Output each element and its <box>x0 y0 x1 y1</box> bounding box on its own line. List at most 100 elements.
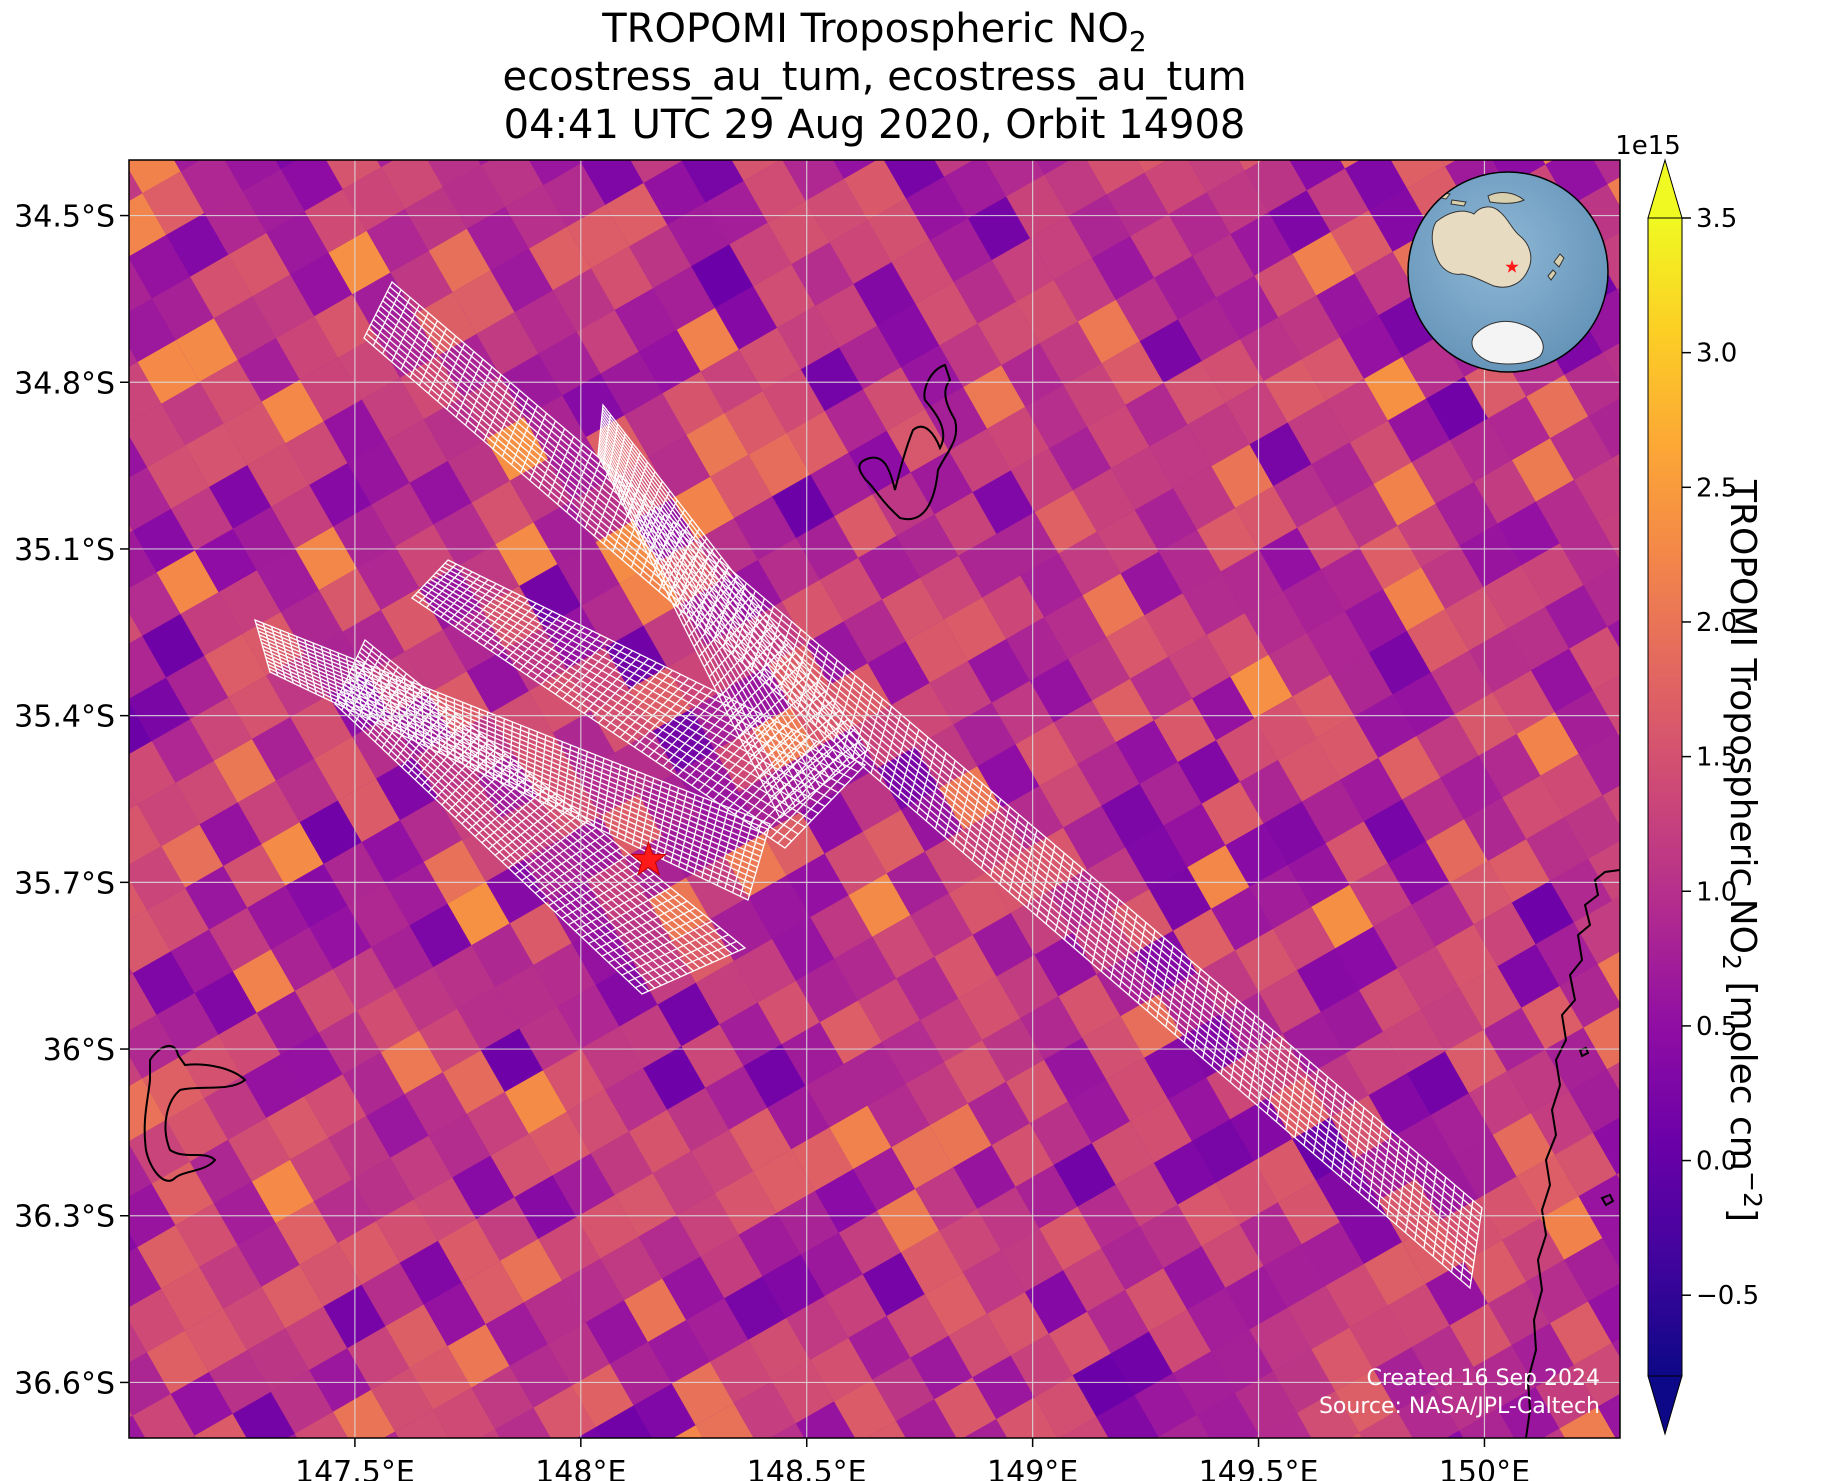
no2-pixel <box>1086 160 1145 195</box>
no2-pixel <box>371 925 434 989</box>
no2-pixel <box>147 887 209 952</box>
no2-pixel <box>1325 378 1388 443</box>
no2-pixel <box>129 966 133 976</box>
no2-pixel <box>1049 426 1112 491</box>
no2-pixel <box>777 305 840 370</box>
no2-pixel <box>881 1020 944 1084</box>
no2-pixel <box>428 1113 491 1178</box>
no2-pixel <box>1087 404 1150 469</box>
no2-pixel <box>1516 1154 1579 1219</box>
no2-pixel <box>838 1210 901 1275</box>
no2-pixel <box>275 758 338 823</box>
no2-pixel <box>380 1030 443 1095</box>
no2-pixel <box>1301 779 1364 844</box>
no2-pixel <box>853 262 916 326</box>
no2-pixel <box>1492 1113 1555 1177</box>
no2-pixel <box>738 327 801 392</box>
no2-pixel <box>1144 593 1207 657</box>
no2-pixel <box>337 1221 400 1285</box>
no2-pixel <box>624 393 687 457</box>
no2-pixel <box>1044 1038 1107 1102</box>
no2-pixel <box>972 1355 1035 1420</box>
no2-pixel <box>819 1000 882 1064</box>
no2-pixel <box>471 923 534 987</box>
no2-pixel <box>1573 1343 1620 1407</box>
no2-pixel <box>129 701 152 755</box>
no2-pixel <box>1230 654 1293 719</box>
no2-pixel <box>758 96 820 160</box>
no2-pixel <box>1097 68 1159 132</box>
no2-pixel <box>261 1264 324 1329</box>
no2-pixel <box>395 967 458 1031</box>
no2-pixel <box>843 160 906 221</box>
no2-pixel <box>151 719 214 783</box>
no2-pixel <box>786 853 849 918</box>
no2-pixel <box>953 260 1016 324</box>
no2-pixel <box>609 1342 672 1406</box>
no2-pixel <box>743 1044 806 1108</box>
no2-pixel <box>1425 1261 1488 1326</box>
no2-pixel <box>748 875 811 939</box>
no2-pixel <box>37 1227 99 1291</box>
no2-pixel <box>347 1326 410 1390</box>
colorbar: −0.5 0.0 0.5 1.0 1.5 2.0 2.5 3.0 3.5 1e15 <box>1615 131 1759 1436</box>
no2-pixel <box>1535 922 1598 986</box>
no2-pixel <box>896 956 959 1021</box>
no2-pixel <box>129 235 191 299</box>
no2-pixel <box>1473 902 1536 967</box>
no2-pixel <box>129 160 181 194</box>
no2-pixel <box>905 619 968 683</box>
no2-pixel <box>170 929 233 994</box>
no2-pixel <box>796 958 858 1023</box>
colorbar-extend-max <box>1647 158 1683 219</box>
no2-pixel <box>1059 89 1121 153</box>
no2-pixel <box>1569 626 1620 691</box>
no2-pixel <box>180 160 243 214</box>
no2-pixel <box>977 301 1040 366</box>
no2-pixel <box>129 258 152 312</box>
y-tick-label: 36.6°S <box>14 1366 115 1401</box>
no2-pixel <box>1091 678 1154 743</box>
no2-pixel <box>605 1068 668 1132</box>
no2-pixel <box>1397 946 1460 1010</box>
no2-pixel <box>423 1282 486 1347</box>
no2-pixel <box>867 641 930 705</box>
no2-pixel <box>309 1348 372 1412</box>
no2-pixel <box>1158 1414 1210 1438</box>
no2-pixel <box>1398 61 1460 125</box>
no2-pixel <box>1187 845 1250 909</box>
no2-pixel <box>829 1105 892 1170</box>
no2-pixel <box>1044 595 1107 659</box>
no2-pixel <box>1206 613 1269 677</box>
plot-title-line1: TROPOMI Tropospheric NO2 <box>602 6 1147 58</box>
no2-pixel <box>1616 1172 1620 1181</box>
no2-pixel <box>519 564 582 628</box>
no2-pixel <box>1612 896 1620 915</box>
no2-pixel <box>395 524 458 588</box>
no2-pixel <box>877 1188 940 1253</box>
no2-pixel <box>581 1026 644 1090</box>
no2-pixel <box>137 1225 200 1289</box>
no2-pixel <box>1020 553 1083 618</box>
no2-pixel <box>925 387 987 451</box>
no2-pixel <box>1130 656 1193 721</box>
no2-pixel <box>1215 1160 1278 1225</box>
no2-pixel <box>366 209 429 273</box>
no2-pixel <box>848 873 911 937</box>
no2-pixel <box>1020 996 1083 1060</box>
no2-pixel <box>762 369 825 433</box>
no2-pixel <box>1259 527 1321 592</box>
no2-pixel <box>1612 453 1620 472</box>
no2-pixel <box>433 945 496 1009</box>
no2-pixel <box>628 1109 691 1174</box>
no2-pixel <box>224 160 281 192</box>
no2-pixel <box>733 939 796 1003</box>
no2-pixel <box>270 1370 333 1434</box>
no2-pixel <box>1564 352 1620 417</box>
no2-pixel <box>757 538 820 602</box>
no2-pixel <box>266 211 329 275</box>
no2-pixel <box>129 1409 133 1418</box>
no2-pixel <box>471 1365 534 1430</box>
no2-pixel <box>1459 966 1522 1030</box>
no2-pixel <box>166 655 229 720</box>
